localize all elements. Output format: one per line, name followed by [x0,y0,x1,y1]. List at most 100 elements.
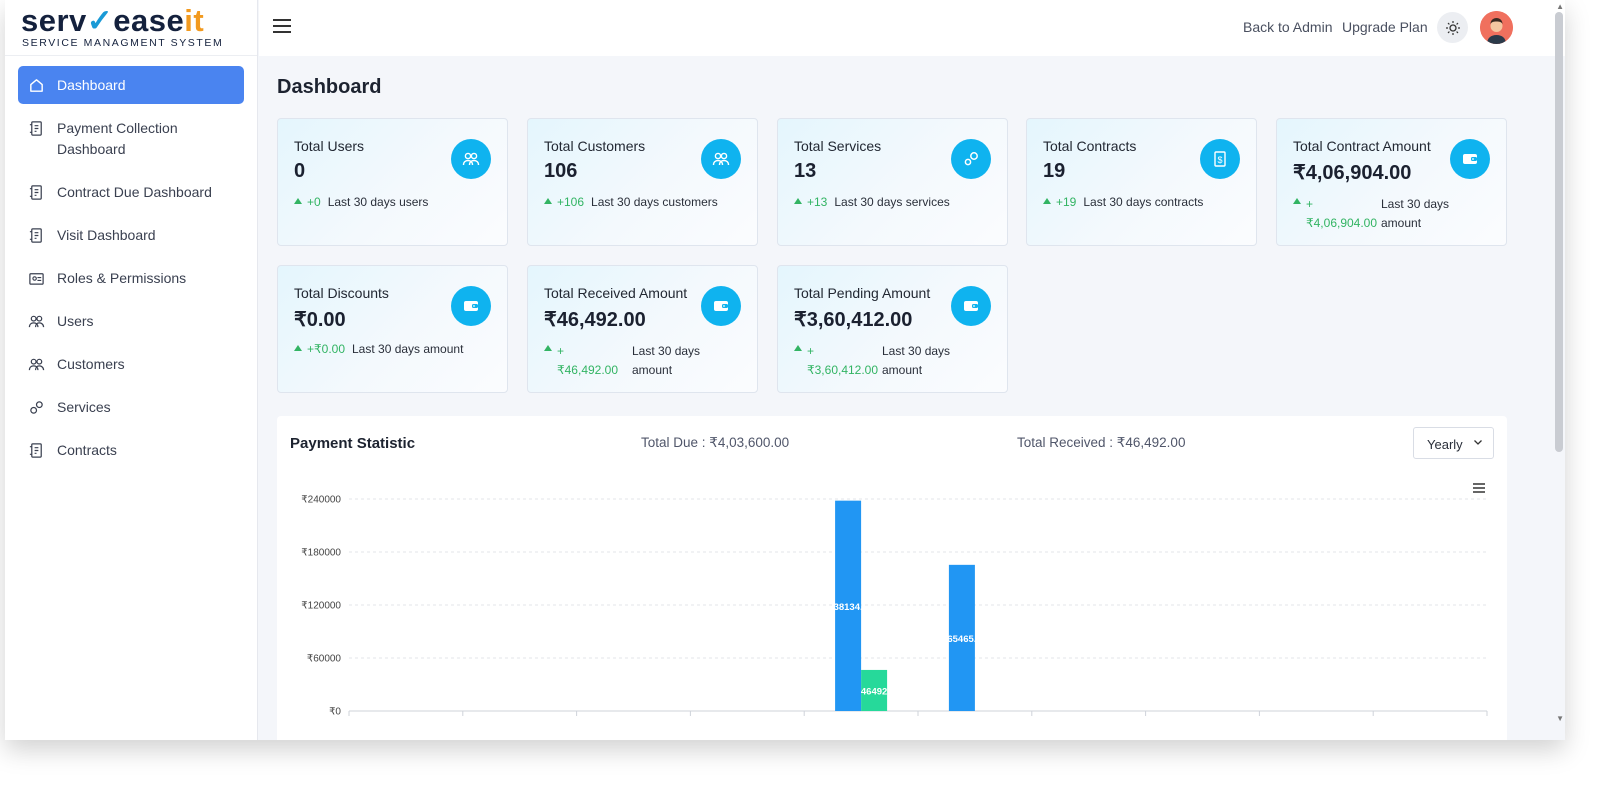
card-trend: +0 Last 30 days users [294,195,428,209]
card-trend: +19 Last 30 days contracts [1043,195,1203,209]
sidebar-item-label: Roles & Permissions [57,270,187,286]
card-value: ₹3,60,412.00 [794,309,913,331]
scrollbar-thumb[interactable] [1555,12,1563,452]
logo-tagline: SERVICE MANAGMENT SYSTEM [22,37,224,49]
trend-up-icon [1043,198,1051,204]
wallet-icon [451,286,491,326]
contract-icon: $ [1200,139,1240,179]
sidebar-item-visit-dashboard[interactable]: Visit Dashboard [18,215,244,256]
topbar: Back to Admin Upgrade Plan [259,0,1565,56]
gears-icon [30,401,43,414]
trend-up-icon [794,345,802,351]
y-tick-label: ₹180000 [301,548,341,559]
home-icon [30,78,43,92]
scroll-up-icon[interactable]: ▲ [1556,2,1564,11]
sidebar-item-label: Contract Due Dashboard [57,184,212,200]
page-title: Dashboard [277,76,382,98]
trend-up-icon [544,345,552,351]
y-tick-label: ₹120000 [301,601,341,612]
logo-wordmark: serv✓easeit [21,3,205,38]
card-title: Total Services [794,138,882,154]
wallet-icon [701,286,741,326]
sidebar-item-services[interactable]: Services [18,387,244,428]
trend-up-icon [294,345,302,351]
card-value: 19 [1043,160,1066,182]
period-select[interactable]: Yearly [1413,427,1494,459]
stat-card-total-services: Total Services 13 +13 Last 30 days servic… [777,118,1008,246]
sidebar-item-roles-permissions[interactable]: Roles & Permissions [18,258,244,299]
card-value: ₹0.00 [294,309,346,331]
scroll-down-icon[interactable]: ▼ [1556,714,1564,723]
sidebar-item-contracts[interactable]: Contracts [18,430,244,471]
sidebar-nav: Dashboard Payment Collection Dashboard C… [5,56,257,471]
sidebar-item-label: Users [57,313,94,329]
sidebar-item-dashboard[interactable]: Dashboard [18,66,244,104]
card-value: 106 [544,160,578,182]
sidebar-item-payment-collection-dashboard[interactable]: Payment Collection Dashboard [18,108,244,170]
receipt-icon [29,121,42,136]
sidebar-item-label: Services [57,399,111,415]
wallet-icon [951,286,991,326]
user-avatar-icon [1480,11,1513,44]
stat-card-total-contract-amount: Total Contract Amount ₹4,06,904.00 + ₹4,0… [1276,118,1507,246]
sidebar-item-label: Customers [57,356,125,372]
svg-text:$: $ [1217,155,1222,165]
sidebar: serv✓easeit SERVICE MANAGMENT SYSTEM Das… [5,0,258,740]
card-trend: + ₹3,60,412.00 Last 30 days amount [794,342,950,380]
users-icon [451,139,491,179]
main-content: Dashboard Total Users 0 +0 Last 30 days u… [259,56,1565,740]
logo[interactable]: serv✓easeit SERVICE MANAGMENT SYSTEM [5,0,257,56]
sidebar-item-label: Contracts [57,442,117,458]
id-card-icon [29,273,44,285]
sidebar-item-users[interactable]: Users [18,301,244,342]
app-window: serv✓easeit SERVICE MANAGMENT SYSTEM Das… [5,0,1565,740]
chart-bar [861,669,888,711]
avatar[interactable] [1480,11,1513,44]
menu-toggle-icon[interactable] [273,19,291,35]
theme-toggle-button[interactable] [1437,12,1468,43]
card-trend: +106 Last 30 days customers [544,195,718,209]
chart-menu-icon[interactable] [1473,483,1485,495]
period-select-value: Yearly [1427,437,1463,452]
card-value: 0 [294,160,306,182]
bar-data-label: 46492 [861,686,887,697]
sun-icon [1445,20,1460,35]
card-value: ₹46,492.00 [544,309,646,331]
trend-up-icon [544,198,552,204]
card-trend: +13 Last 30 days services [794,195,950,209]
wallet-icon [1450,139,1490,179]
back-to-admin-link[interactable]: Back to Admin [1243,19,1333,35]
card-title: Total Contracts [1043,138,1137,154]
stat-card-total-customers: Total Customers 106 +106 Last 30 days cus… [527,118,758,246]
users-icon [28,358,45,371]
sidebar-item-contract-due-dashboard[interactable]: Contract Due Dashboard [18,172,244,213]
card-trend: + ₹4,06,904.00 Last 30 days amount [1293,195,1449,233]
chart-bar [948,564,975,711]
receipt-icon [29,228,42,243]
trend-up-icon [1293,198,1301,204]
payment-bar-chart: ₹240000 ₹180000 ₹120000 ₹60000 ₹0 38134. 46492… [301,495,1488,718]
upgrade-plan-link[interactable]: Upgrade Plan [1342,19,1428,35]
card-title: Total Contract Amount [1293,138,1431,154]
y-tick-label: ₹0 [329,707,341,718]
card-title: Total Received Amount [544,285,688,301]
card-value: 13 [794,160,817,182]
y-tick-label: ₹60000 [307,654,342,665]
sidebar-item-label: Dashboard [57,76,126,93]
chart-bar [835,500,862,711]
stat-card-total-users: Total Users 0 +0 Last 30 days users [277,118,508,246]
receipt-icon [29,443,42,458]
card-title: Total Discounts [294,285,389,301]
sidebar-item-label: Visit Dashboard [57,227,156,243]
total-due-text: Total Due : ₹4,03,600.00 [641,435,790,450]
trend-up-icon [794,198,802,204]
stat-card-total-discounts: Total Discounts ₹0.00 +₹0.00 Last 30 days… [277,265,508,393]
card-title: Total Pending Amount [794,285,931,301]
bar-data-label: 65465. [947,634,976,645]
sidebar-item-customers[interactable]: Customers [18,344,244,385]
card-title: Total Users [294,138,365,154]
users-icon [701,139,741,179]
chart-title: Payment Statistic [290,435,416,452]
total-received-text: Total Received : ₹46,492.00 [1017,435,1186,450]
stat-card-total-pending-amount: Total Pending Amount ₹3,60,412.00 + ₹3,60… [777,265,1008,393]
